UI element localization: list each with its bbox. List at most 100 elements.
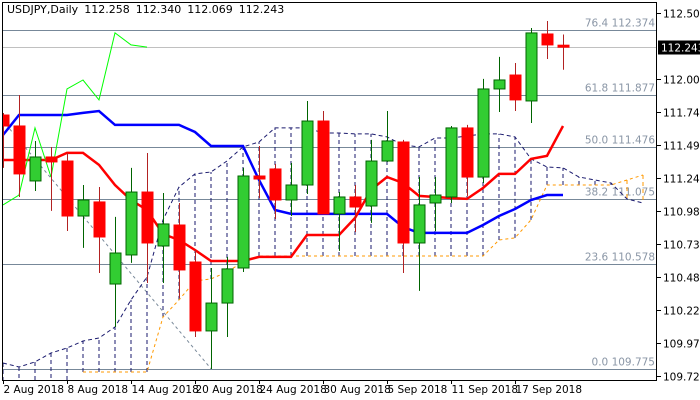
fib-level-label: 50.0 111.476 (585, 135, 655, 147)
candle-body (253, 175, 266, 180)
candle-body (525, 32, 538, 102)
candle (45, 146, 58, 211)
candle (333, 192, 346, 251)
current-price-box (658, 40, 700, 55)
candle-body (157, 223, 170, 247)
x-tick-label: 20 Aug 2018 (196, 384, 263, 396)
candle (525, 27, 538, 123)
candle (253, 146, 266, 199)
candle (493, 56, 506, 113)
candle (301, 100, 314, 194)
candle (557, 34, 570, 70)
candle-body (349, 196, 362, 208)
kijun-sen-line (2, 109, 563, 235)
open-value: 112.258 (84, 3, 130, 16)
candle (109, 216, 122, 328)
x-tick-label: 30 Aug 2018 (324, 384, 391, 396)
chart-title: USDJPY,Daily 112.258 112.340 112.069 112.243 (7, 3, 290, 16)
candle (269, 164, 282, 220)
y-tick-label: 111.745 (663, 108, 700, 120)
y-tick-label: 109.970 (663, 339, 700, 351)
candle (429, 177, 442, 231)
candle-body (285, 184, 298, 201)
candle-body (413, 204, 426, 244)
x-tick-label: 17 Sep 2018 (516, 384, 583, 396)
candle (173, 202, 186, 298)
candle-body (173, 224, 186, 271)
candle-body (61, 160, 74, 217)
candle-body (77, 199, 90, 217)
close-value: 112.243 (238, 3, 285, 16)
candle-body (429, 194, 442, 204)
candle-body (541, 33, 554, 46)
candle (2, 112, 10, 168)
x-tick-label: 24 Aug 2018 (260, 384, 327, 396)
y-tick-label: 111.240 (663, 174, 700, 186)
candle-body (221, 268, 234, 304)
y-tick-label: 112.000 (663, 75, 700, 87)
current-price-tag: 112.243 (658, 40, 700, 55)
high-value: 112.340 (135, 3, 182, 16)
candle-body (237, 175, 250, 269)
plot-frame (2, 2, 657, 381)
x-tick-label: 14 Aug 2018 (132, 384, 199, 396)
candle (189, 250, 202, 338)
candle (125, 167, 138, 263)
low-value: 112.069 (187, 3, 233, 16)
candle-body (269, 168, 282, 201)
candle (237, 167, 250, 273)
senkou-span-a-line (83, 174, 644, 373)
candle (413, 177, 426, 291)
candle-body (365, 160, 378, 207)
candle (93, 186, 106, 273)
candle-body (45, 156, 58, 163)
candle-body (2, 114, 10, 127)
candle-body (493, 79, 506, 90)
candle-body (477, 88, 490, 178)
candle-body (13, 125, 26, 175)
candle-body (509, 74, 522, 101)
candle-body (141, 191, 154, 244)
y-tick-label: 111.490 (663, 141, 700, 153)
candle-body (301, 120, 314, 186)
candle-body (205, 302, 218, 332)
candle (461, 124, 474, 196)
fib-level-label: 76.4 112.374 (585, 18, 655, 30)
y-tick-label: 112.505 (663, 9, 700, 21)
candle (397, 139, 410, 273)
candle (61, 152, 74, 231)
y-tick-label: 109.720 (663, 372, 700, 384)
candle (77, 184, 90, 248)
chikou-span-line (2, 32, 148, 206)
candle (141, 152, 154, 283)
tenkan-sen-line (3, 125, 565, 263)
symbol-label: USDJPY,Daily (7, 3, 79, 16)
x-tick-label: 11 Sep 2018 (452, 384, 519, 396)
candle-body (125, 191, 138, 256)
candle (365, 139, 378, 223)
candle-body (93, 201, 106, 238)
x-tick-label: 8 Aug 2018 (68, 384, 129, 396)
candle (349, 184, 362, 233)
fib-level-label: 61.8 111.877 (585, 83, 655, 95)
candle (221, 256, 234, 338)
x-tick-label: 2 Aug 2018 (4, 384, 65, 396)
candle-body (333, 196, 346, 215)
candle-body (557, 44, 570, 48)
candle (445, 125, 458, 203)
candle-body (109, 252, 122, 285)
candle-body (461, 127, 474, 178)
y-tick-label: 110.480 (663, 273, 700, 285)
candle (317, 110, 330, 215)
candle (205, 267, 218, 369)
candle-body (317, 120, 330, 215)
current-price-label: 112.243 (661, 43, 700, 55)
candle (541, 20, 554, 59)
fib-level-label: 0.0 109.775 (592, 357, 655, 369)
x-tick-label: 5 Sep 2018 (388, 384, 448, 396)
candle (13, 94, 26, 197)
y-tick-label: 110.985 (663, 207, 700, 219)
candle (477, 78, 490, 184)
candle-body (29, 156, 42, 182)
